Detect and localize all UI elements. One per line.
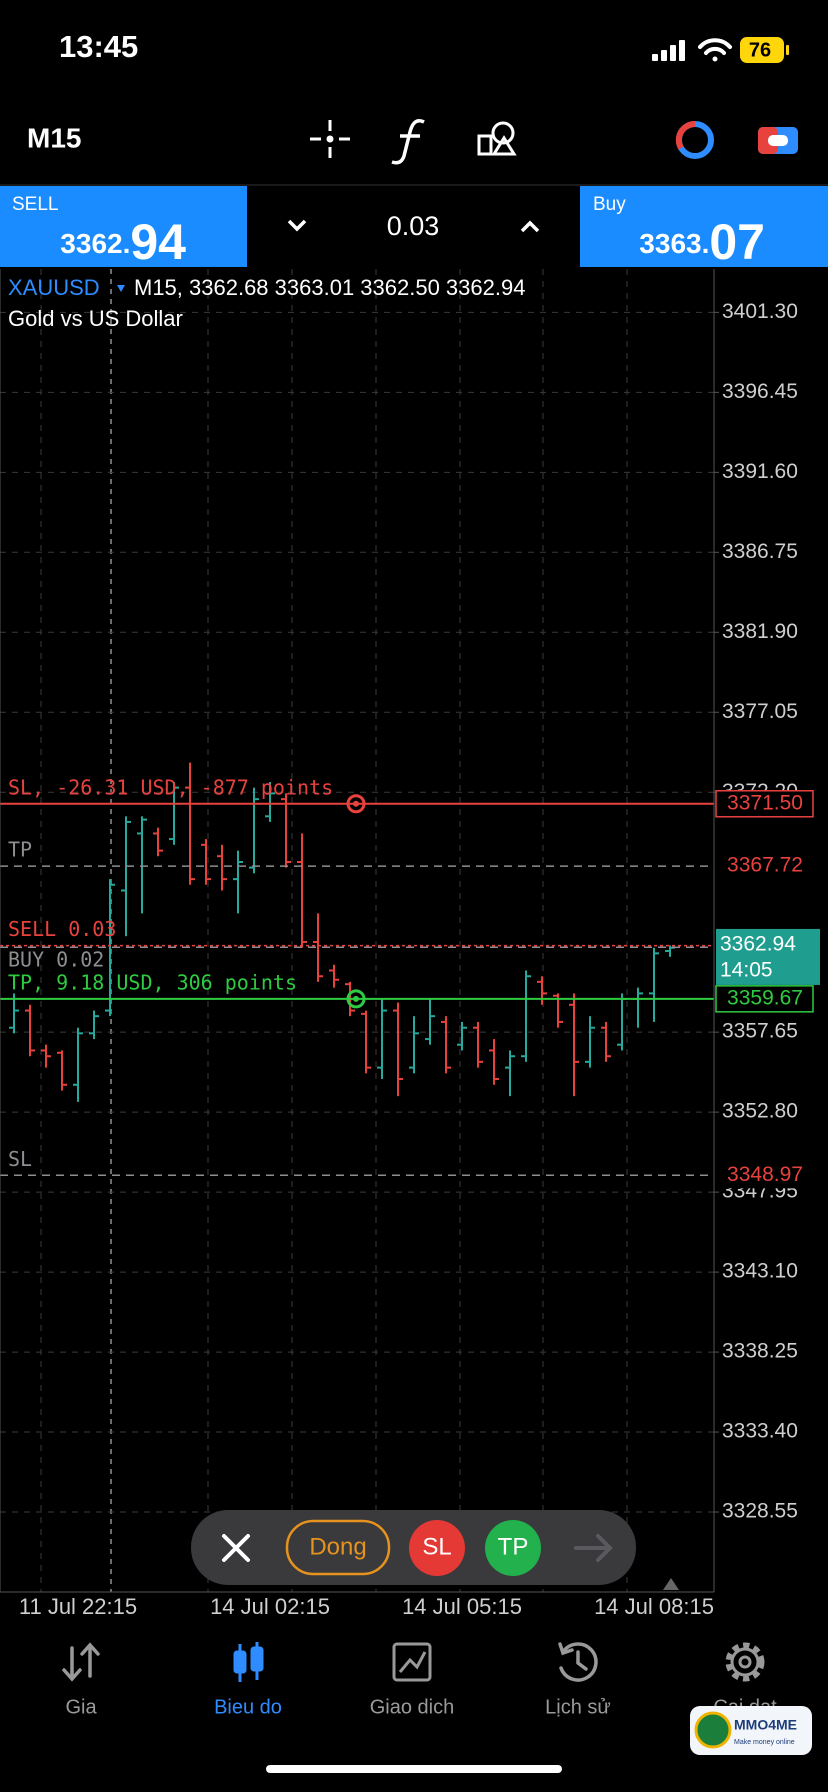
home-indicator: [266, 1765, 562, 1773]
sell-button[interactable]: [0, 186, 247, 267]
nav-icon-quotes: [62, 1642, 100, 1682]
scroll-marker: [663, 1578, 679, 1590]
signal-icon: [652, 40, 685, 61]
signals-button[interactable]: [675, 120, 714, 159]
y-tick-label: 3352.80: [722, 1100, 798, 1123]
y-tick-label: 3328.55: [722, 1500, 798, 1523]
y-tick-label: 3357.65: [722, 1020, 798, 1043]
wifi-icon: [698, 38, 732, 62]
candle-countdown: 14:05: [720, 958, 773, 981]
position-marker: [346, 989, 366, 1009]
x-tick-label: 11 Jul 22:15: [19, 1594, 137, 1619]
nav-item[interactable]: Bieu do: [214, 1696, 282, 1718]
y-tick-label: 3391.60: [722, 460, 798, 483]
chart-header: M15, 3362.68 3363.01 3362.50 3362.94: [134, 275, 525, 300]
price-label: 3371.50: [727, 791, 803, 814]
sell-price: 3362.94: [60, 214, 186, 270]
status-time: 13:45: [59, 29, 138, 64]
y-tick-label: 3377.05: [722, 700, 798, 723]
order-label: BUY 0.02: [8, 948, 104, 972]
watermark-name: MMO4ME: [734, 1717, 797, 1733]
sl-button[interactable]: [409, 1520, 465, 1576]
battery-cap: [786, 45, 789, 55]
x-tick-label: 14 Jul 02:15: [210, 1594, 330, 1619]
sell-label: SELL: [12, 194, 58, 215]
tp-button[interactable]: [485, 1520, 541, 1576]
current-price: 3362.94: [720, 932, 796, 955]
order-label: SL, -26.31 USD, -877 points: [8, 775, 333, 799]
chart-description: Gold vs US Dollar: [8, 306, 183, 331]
battery: [740, 37, 784, 63]
price-box: [715, 985, 814, 1013]
chart[interactable]: 3401.30 3396.45 3391.60 3386.75 3381.90 3377.…: [0, 269, 820, 1619]
sell-price-main: 3362.: [60, 228, 130, 259]
nav-item[interactable]: Lịch sử: [545, 1696, 611, 1718]
price-box: [716, 853, 813, 880]
nav-item[interactable]: Giao dich: [370, 1696, 455, 1718]
price-box: [715, 790, 814, 818]
trade-toggle-button[interactable]: [758, 127, 798, 154]
order-label: TP: [8, 838, 32, 862]
nav-item[interactable]: Gia: [65, 1696, 97, 1718]
y-tick-label: 3338.25: [722, 1340, 798, 1363]
x-tick-label: 14 Jul 05:15: [402, 1594, 522, 1619]
volume-up[interactable]: [520, 220, 540, 233]
y-tick-label: 3343.10: [722, 1260, 798, 1283]
close-action-bar[interactable]: [222, 1534, 250, 1562]
buy-price-pips: 07: [709, 214, 765, 270]
sell-price-pips: 94: [130, 214, 186, 270]
indicators-button[interactable]: [391, 119, 425, 165]
buy-price-main: 3363.: [639, 228, 709, 259]
order-label: TP, 9.18 USD, 306 points: [8, 970, 297, 994]
volume-down[interactable]: [287, 219, 307, 232]
nav-icon-chart: [233, 1642, 264, 1682]
volume[interactable]: 0.03: [387, 211, 440, 241]
buy-label: Buy: [593, 194, 626, 215]
price-box: [716, 1162, 813, 1189]
watermark-tagline: Make money online: [734, 1739, 795, 1746]
y-tick-label: 3401.30: [722, 300, 798, 323]
y-tick-label: 3396.45: [722, 380, 798, 403]
symbol[interactable]: XAUUSD: [8, 275, 100, 300]
price-label: 3367.72: [727, 854, 803, 877]
objects-button[interactable]: [477, 121, 517, 156]
watermark-logo: [694, 1711, 732, 1749]
close-position-label: Dong: [309, 1533, 366, 1560]
next-button[interactable]: [574, 1534, 613, 1562]
timeframe-button[interactable]: M15: [27, 122, 81, 153]
symbol-dropdown[interactable]: [117, 285, 125, 292]
position-marker-dot: [353, 800, 359, 807]
nav-icon-history: [558, 1642, 598, 1682]
close-position-button[interactable]: [285, 1519, 391, 1576]
crosshair-button[interactable]: [310, 120, 350, 158]
position-marker: [346, 794, 366, 814]
x-tick-label: 14 Jul 08:15: [594, 1594, 714, 1619]
order-label: SL: [8, 1147, 32, 1171]
position-marker-dot: [353, 995, 359, 1002]
buy-button[interactable]: [580, 186, 828, 267]
nav-icon-settings: [725, 1642, 765, 1682]
price-label: 3359.67: [727, 986, 803, 1009]
buy-price: 3363.07: [639, 214, 765, 270]
order-label: SELL 0.03: [8, 917, 116, 941]
y-tick-label: 3333.40: [722, 1420, 798, 1443]
nav-icon-trade: [392, 1642, 432, 1682]
y-tick-label: 3381.90: [722, 620, 798, 643]
sl-label: SL: [422, 1533, 451, 1560]
tp-label: TP: [498, 1533, 529, 1560]
price-label: 3348.97: [727, 1163, 803, 1186]
current-price-box: [716, 928, 820, 985]
battery-level: 76: [749, 39, 771, 61]
y-tick-label: 3386.75: [722, 540, 798, 563]
